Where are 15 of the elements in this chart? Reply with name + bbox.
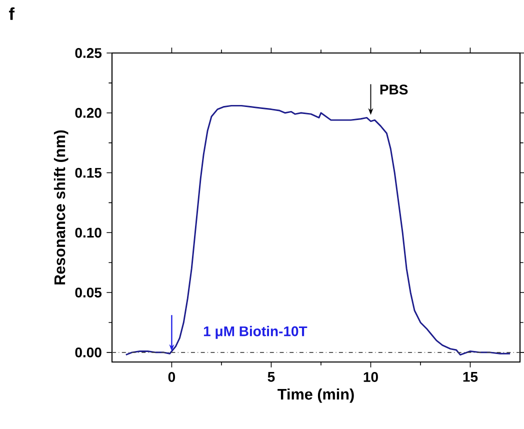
annotation: PBS bbox=[380, 84, 408, 94]
y-tick-label: 0.00 bbox=[75, 347, 102, 358]
x-tick-label: 5 bbox=[268, 372, 275, 382]
y-tick-label: 0.20 bbox=[75, 108, 102, 118]
y-axis-title: Resonance shift (nm) bbox=[54, 130, 68, 284]
annotation: 1 μM Biotin-10T bbox=[204, 326, 308, 339]
y-tick-label: 0.05 bbox=[75, 288, 102, 298]
x-tick-label: 10 bbox=[364, 372, 378, 382]
chart-title: f bbox=[9, 7, 15, 20]
x-axis-title: Time (min) bbox=[278, 388, 354, 403]
x-tick-label: 0 bbox=[168, 372, 176, 382]
x-tick-label: 15 bbox=[463, 372, 478, 382]
y-tick-label: 0.25 bbox=[75, 48, 102, 58]
y-tick-label: 0.15 bbox=[75, 168, 102, 178]
y-tick-label: 0.10 bbox=[75, 228, 102, 238]
